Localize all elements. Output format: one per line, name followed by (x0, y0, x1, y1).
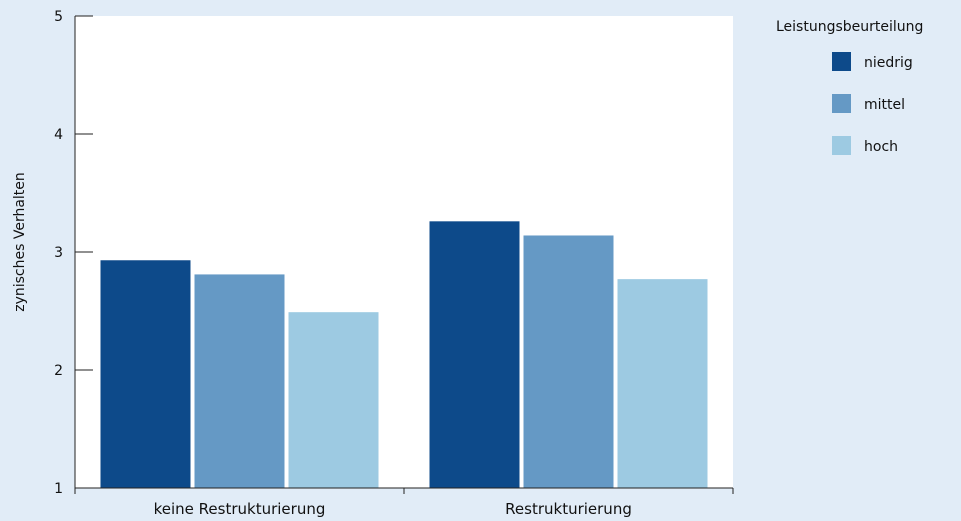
legend-title: Leistungsbeurteilung (776, 19, 923, 35)
y-tick-label: 4 (54, 127, 63, 143)
x-category-label: keine Restrukturierung (154, 500, 326, 518)
bar-niedrig-1 (100, 260, 191, 488)
y-axis-label: zynisches Verhalten (12, 172, 28, 312)
legend: Leistungsbeurteilung niedrig mittel hoch (776, 19, 923, 155)
legend-swatch-hoch (832, 136, 851, 155)
y-tick-label: 5 (54, 9, 63, 25)
y-tick-label: 1 (54, 481, 63, 497)
bar-mittel-1 (194, 274, 285, 488)
bar-mittel-2 (523, 235, 614, 488)
bar-niedrig-2 (429, 221, 520, 488)
legend-label-niedrig: niedrig (864, 55, 913, 71)
axes-layer: 1 2 3 4 5 keine Restrukturierung Restrukturier… (54, 9, 734, 518)
bar-hoch-1 (288, 312, 379, 488)
legend-label-hoch: hoch (864, 139, 898, 155)
bars-layer (100, 221, 708, 488)
legend-label-mittel: mittel (864, 97, 905, 113)
y-tick-label: 2 (54, 363, 63, 379)
legend-swatch-niedrig (832, 52, 851, 71)
legend-swatch-mittel (832, 94, 851, 113)
x-category-label: Restrukturierung (505, 500, 632, 518)
y-tick-label: 3 (54, 245, 63, 261)
bar-hoch-2 (617, 279, 708, 488)
